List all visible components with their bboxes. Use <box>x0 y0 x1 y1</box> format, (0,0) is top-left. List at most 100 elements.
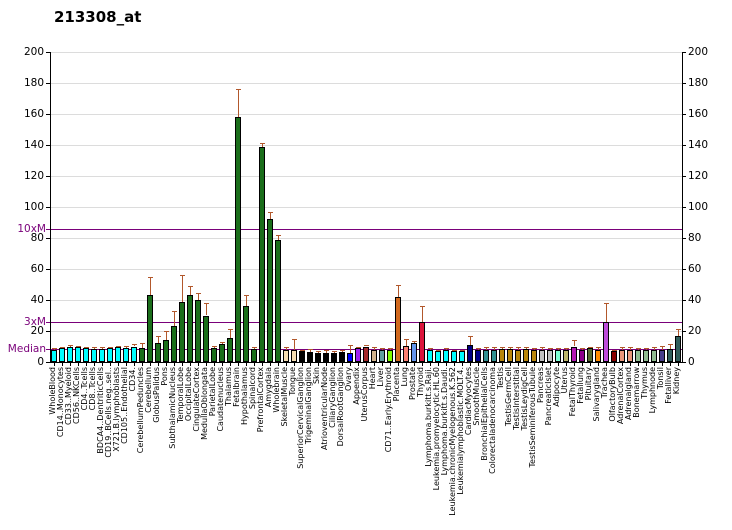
error-bar <box>94 346 95 349</box>
error-bar-cap <box>532 348 537 350</box>
bar <box>507 348 513 362</box>
axis-tick <box>182 363 183 366</box>
axis-tick <box>574 363 575 366</box>
axis-tick <box>302 363 303 366</box>
bar <box>227 337 233 362</box>
error-bar <box>262 142 263 147</box>
error-bar <box>254 346 255 349</box>
axis-tick <box>662 363 663 366</box>
error-bar-cap <box>308 348 313 350</box>
bar <box>435 351 441 362</box>
axis-tick <box>614 363 615 366</box>
axis-tick <box>422 363 423 366</box>
axis-tick <box>286 363 287 366</box>
error-bar-cap <box>660 345 665 347</box>
axis-tick <box>166 363 167 366</box>
reference-line-label: 10xM <box>17 222 46 235</box>
error-bar <box>54 348 55 351</box>
error-bar-cap <box>292 338 297 340</box>
error-bar-cap <box>108 346 113 348</box>
axis-tick <box>46 300 50 301</box>
bar <box>259 146 265 362</box>
error-bar-cap <box>628 347 633 349</box>
error-bar <box>486 347 487 350</box>
error-bar-cap <box>244 295 249 297</box>
error-bar-cap <box>580 348 585 350</box>
y-axis-label-left: 80 <box>30 232 44 244</box>
error-bar-cap <box>124 345 129 347</box>
error-bar <box>294 338 295 350</box>
error-bar <box>190 286 191 296</box>
error-bar <box>494 347 495 350</box>
axis-tick <box>414 363 415 366</box>
axis-tick <box>278 363 279 366</box>
error-bar <box>398 284 399 297</box>
bar <box>331 352 337 362</box>
bar <box>171 326 177 362</box>
axis-tick <box>222 363 223 366</box>
error-bar-cap <box>572 339 577 341</box>
error-bar <box>230 329 231 338</box>
bar <box>563 349 569 362</box>
axis-tick <box>310 363 311 366</box>
axis-tick <box>470 363 471 366</box>
y-axis-label-left: 160 <box>23 108 44 120</box>
bar <box>131 346 137 362</box>
y-axis-label-right: 40 <box>688 294 702 306</box>
axis-tick <box>682 238 686 239</box>
error-bar-cap <box>388 348 393 350</box>
bar <box>459 351 465 362</box>
y-axis-label-right: 100 <box>688 201 709 213</box>
error-bar-cap <box>452 349 457 351</box>
bar <box>643 349 649 362</box>
axis-tick <box>682 83 686 84</box>
axis-tick <box>682 362 686 363</box>
axis-tick <box>682 300 686 301</box>
bar <box>251 348 257 362</box>
gridline <box>50 145 682 146</box>
axis-tick <box>398 363 399 366</box>
error-bar-cap <box>332 351 337 353</box>
error-bar-cap <box>340 350 345 352</box>
axis-tick <box>86 363 87 366</box>
bar <box>187 295 193 362</box>
error-bar-cap <box>444 348 449 350</box>
error-bar-cap <box>372 347 377 349</box>
error-bar-cap <box>564 348 569 350</box>
bar <box>275 239 281 362</box>
bar <box>635 350 641 362</box>
bar <box>523 348 529 362</box>
error-bar <box>238 89 239 118</box>
bar <box>67 347 73 362</box>
error-bar-cap <box>588 347 593 349</box>
axis-tick <box>358 363 359 366</box>
error-bar <box>214 345 215 349</box>
error-bar-cap <box>652 347 657 349</box>
axis-tick <box>46 83 50 84</box>
error-bar-cap <box>620 347 625 349</box>
axis-tick <box>374 363 375 366</box>
axis-tick <box>510 363 511 366</box>
axis-tick <box>502 363 503 366</box>
error-bar-cap <box>276 234 281 236</box>
error-bar-cap <box>100 346 105 348</box>
axis-tick <box>70 363 71 366</box>
bar <box>579 349 585 362</box>
axis-tick <box>126 363 127 366</box>
axis-tick <box>198 363 199 366</box>
axis-tick <box>654 363 655 366</box>
error-bar-cap <box>116 345 121 347</box>
y-axis-label-right: 0 <box>688 356 695 368</box>
gridline <box>50 83 682 84</box>
bar <box>203 315 209 362</box>
error-bar <box>174 310 175 327</box>
axis-tick <box>46 228 50 230</box>
error-bar <box>470 335 471 345</box>
error-bar-cap <box>348 344 353 346</box>
bar <box>475 349 481 362</box>
bar <box>195 300 201 362</box>
y-axis-label-right: 180 <box>688 77 709 89</box>
bar <box>115 346 121 362</box>
y-axis-label-right: 20 <box>688 325 702 337</box>
error-bar <box>662 345 663 351</box>
